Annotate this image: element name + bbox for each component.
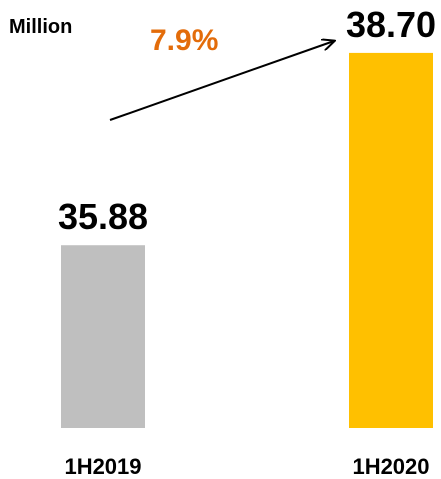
unit-label: Million — [9, 16, 72, 38]
bar-1h2019 — [61, 245, 145, 428]
growth-label: 7.9% — [150, 24, 218, 57]
category-label-1h2020: 1H2020 — [352, 454, 429, 479]
category-label-1h2019: 1H2019 — [64, 454, 141, 479]
value-label-1h2019: 35.88 — [58, 196, 148, 237]
value-label-1h2020: 38.70 — [346, 4, 436, 45]
bar-1h2020 — [349, 52, 433, 429]
growth-arrow — [109, 41, 334, 121]
bars-group: 35.88 1H2019 38.70 1H2020 — [58, 4, 436, 479]
